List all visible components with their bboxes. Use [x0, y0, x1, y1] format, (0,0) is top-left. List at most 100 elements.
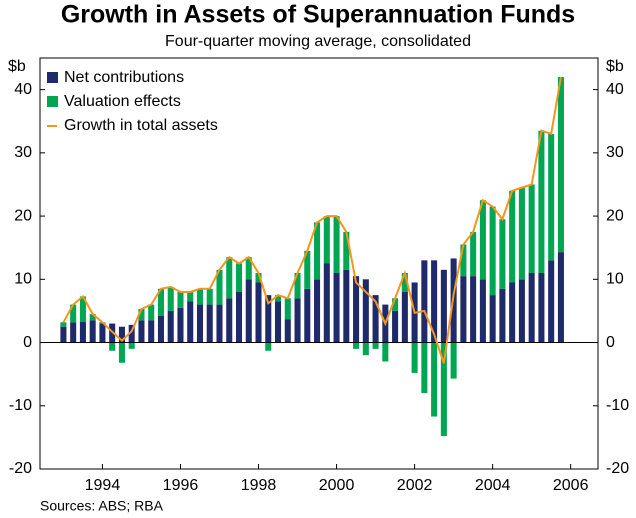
bar — [294, 298, 301, 343]
legend-label: Net contributions — [64, 69, 184, 86]
bar — [235, 291, 243, 343]
x-tick-label: 2004 — [475, 477, 511, 494]
bar — [118, 342, 125, 363]
bar — [304, 250, 311, 289]
bar — [528, 184, 535, 273]
bar — [216, 304, 223, 343]
bar — [479, 279, 486, 343]
bar — [138, 309, 145, 321]
bar — [548, 260, 555, 343]
legend-swatch — [47, 72, 58, 83]
bar — [499, 219, 506, 289]
x-tick-label: 2002 — [397, 477, 433, 494]
y-unit: $b — [8, 58, 26, 75]
bar — [226, 257, 233, 299]
bar — [372, 342, 379, 349]
bar — [421, 342, 428, 394]
bar — [99, 323, 106, 343]
bar — [157, 288, 164, 316]
bar — [323, 216, 330, 264]
bar — [216, 269, 223, 305]
bar — [245, 279, 252, 343]
y-tick-label: 40 — [606, 81, 624, 98]
bar — [118, 326, 125, 343]
y-tick-label: 20 — [14, 207, 32, 224]
bar — [60, 326, 67, 343]
bar — [538, 130, 545, 273]
bar — [284, 298, 291, 320]
bar — [245, 257, 252, 280]
bar — [157, 315, 164, 343]
chart-subtitle: Four-quarter moving average, consolidate… — [165, 33, 471, 50]
x-tick-label: 2006 — [553, 477, 589, 494]
bar — [392, 310, 399, 343]
bar — [343, 231, 350, 270]
bar — [518, 187, 525, 280]
bar — [440, 269, 447, 343]
bar — [187, 291, 194, 302]
bar — [284, 319, 291, 343]
bar — [557, 76, 564, 253]
bar — [509, 282, 516, 343]
bar — [138, 320, 145, 343]
bar — [167, 310, 174, 343]
bar — [79, 321, 86, 343]
y-tick-label: 30 — [14, 144, 32, 161]
bar — [353, 276, 360, 343]
bar — [148, 304, 155, 321]
x-tick-label: 1998 — [241, 477, 277, 494]
bar — [265, 295, 272, 343]
bar — [187, 301, 194, 343]
bar — [333, 272, 340, 343]
bar — [226, 298, 233, 343]
source: Sources: ABS; RBA — [40, 498, 164, 514]
bar — [362, 279, 369, 343]
bar — [206, 288, 213, 305]
chart-title: Growth in Assets of Superannuation Funds — [61, 1, 575, 29]
bar — [343, 269, 350, 343]
legend-swatch — [47, 96, 58, 107]
bar — [401, 272, 408, 292]
y-tick-label: -20 — [606, 460, 629, 477]
bar — [167, 286, 174, 311]
y-tick-label: 10 — [14, 271, 32, 288]
bar — [470, 276, 477, 343]
x-tick-label: 1994 — [85, 477, 121, 494]
bar — [79, 296, 86, 322]
bar — [128, 342, 135, 349]
y-tick-label: 40 — [14, 81, 32, 98]
bar — [109, 342, 116, 351]
bar — [470, 231, 477, 277]
y-tick-label: -10 — [9, 397, 32, 414]
bar — [392, 298, 399, 311]
bar — [538, 272, 545, 343]
x-tick-label: 1996 — [163, 477, 199, 494]
bar — [557, 252, 564, 343]
y-tick-label: 30 — [606, 144, 624, 161]
y-tick-label: 0 — [606, 334, 615, 351]
y-tick-label: -10 — [606, 397, 629, 414]
plot-frame — [39, 57, 599, 470]
bar — [479, 200, 486, 280]
line — [62, 76, 562, 364]
bar — [431, 260, 438, 343]
bar — [89, 314, 96, 321]
bar — [489, 295, 496, 343]
bar — [255, 282, 262, 343]
bar — [196, 288, 204, 305]
y-unit: $b — [606, 58, 624, 75]
bar — [70, 322, 77, 343]
bar — [401, 291, 408, 343]
bar — [431, 342, 438, 417]
bar — [362, 342, 369, 356]
y-tick-label: 10 — [606, 271, 624, 288]
bar — [304, 288, 311, 343]
bar — [235, 263, 243, 292]
bar — [353, 342, 360, 349]
bar — [314, 222, 321, 280]
bar — [382, 342, 389, 362]
bar — [528, 272, 535, 343]
bar — [128, 324, 135, 343]
